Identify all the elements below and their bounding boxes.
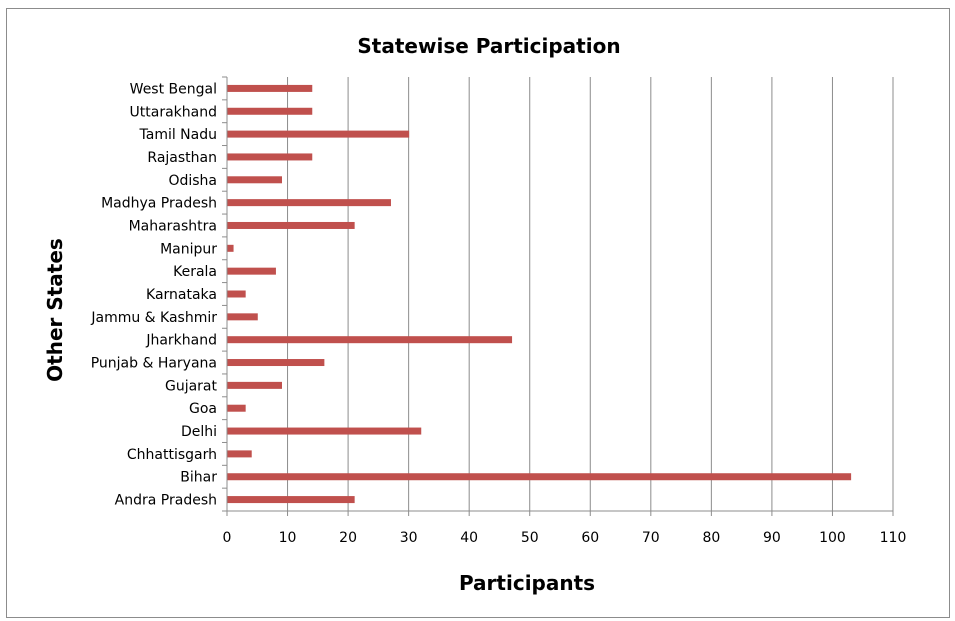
x-axis-title: Participants bbox=[459, 571, 595, 595]
x-tick-label: 60 bbox=[581, 530, 599, 546]
x-tick-labels: 0 10 20 30 40 50 60 70 80 90 100 110 bbox=[223, 530, 907, 546]
y-tick-label: Manipur bbox=[160, 241, 217, 257]
y-axis-title: Other States bbox=[43, 238, 67, 382]
y-tick-label: West Bengal bbox=[130, 81, 217, 97]
y-tick-label: Chhattisgarh bbox=[127, 447, 217, 463]
y-tick-label: Odisha bbox=[168, 173, 217, 189]
y-tick-label: Jammu & Kashmir bbox=[90, 310, 217, 326]
y-tick-label: Jharkhand bbox=[145, 333, 217, 349]
bar bbox=[227, 176, 282, 184]
y-tick-label: Uttarakhand bbox=[130, 104, 217, 120]
x-tick-label: 10 bbox=[279, 530, 297, 546]
x-tick-label: 90 bbox=[763, 530, 781, 546]
y-tick-label: Andra Pradesh bbox=[115, 493, 217, 509]
bar bbox=[227, 404, 246, 412]
y-tick-label: Delhi bbox=[181, 424, 217, 440]
bar bbox=[227, 84, 313, 92]
bar bbox=[227, 199, 391, 207]
bar bbox=[227, 427, 422, 435]
x-tick-label: 30 bbox=[400, 530, 418, 546]
bar bbox=[227, 473, 852, 481]
bars bbox=[227, 84, 852, 504]
x-tick-label: 20 bbox=[339, 530, 357, 546]
bar bbox=[227, 290, 246, 298]
bar bbox=[227, 107, 313, 115]
bar bbox=[227, 381, 282, 389]
y-tick-label: Karnataka bbox=[146, 287, 217, 303]
y-tick-label: Punjab & Haryana bbox=[91, 356, 217, 372]
y-tick-label: Rajasthan bbox=[147, 150, 217, 166]
bar bbox=[227, 130, 410, 138]
x-tick-label: 40 bbox=[460, 530, 478, 546]
x-tick-label: 50 bbox=[521, 530, 539, 546]
bar bbox=[227, 221, 355, 229]
x-tick-label: 80 bbox=[702, 530, 720, 546]
y-tick-labels: Andra Pradesh Bihar Chhattisgarh Delhi Goa Gu… bbox=[90, 81, 217, 508]
bar bbox=[227, 336, 513, 344]
y-tick-label: Kerala bbox=[173, 264, 217, 280]
x-tick-label: 110 bbox=[880, 530, 907, 546]
bar bbox=[227, 153, 313, 161]
x-tick-label: 100 bbox=[819, 530, 846, 546]
bar bbox=[227, 450, 252, 458]
bar bbox=[227, 496, 355, 504]
bar bbox=[227, 267, 276, 275]
y-tick-label: Goa bbox=[189, 401, 217, 417]
bar bbox=[227, 359, 325, 367]
bar bbox=[227, 313, 258, 321]
chart-title: Statewise Participation bbox=[357, 34, 620, 58]
chart-frame: Statewise Participation Andra Pradesh Bih… bbox=[6, 8, 950, 618]
chart-svg: Statewise Participation Andra Pradesh Bih… bbox=[43, 34, 907, 595]
bar bbox=[227, 244, 234, 252]
y-tick-label: Madhya Pradesh bbox=[101, 196, 217, 212]
y-tick-label: Bihar bbox=[180, 470, 217, 486]
x-tick-label: 0 bbox=[223, 530, 232, 546]
x-tick-label: 70 bbox=[642, 530, 660, 546]
gridlines bbox=[287, 77, 894, 511]
y-tick-label: Maharashtra bbox=[129, 218, 217, 234]
y-tick-label: Tamil Nadu bbox=[139, 127, 218, 143]
y-tick-label: Gujarat bbox=[165, 378, 218, 394]
axes bbox=[222, 76, 894, 516]
